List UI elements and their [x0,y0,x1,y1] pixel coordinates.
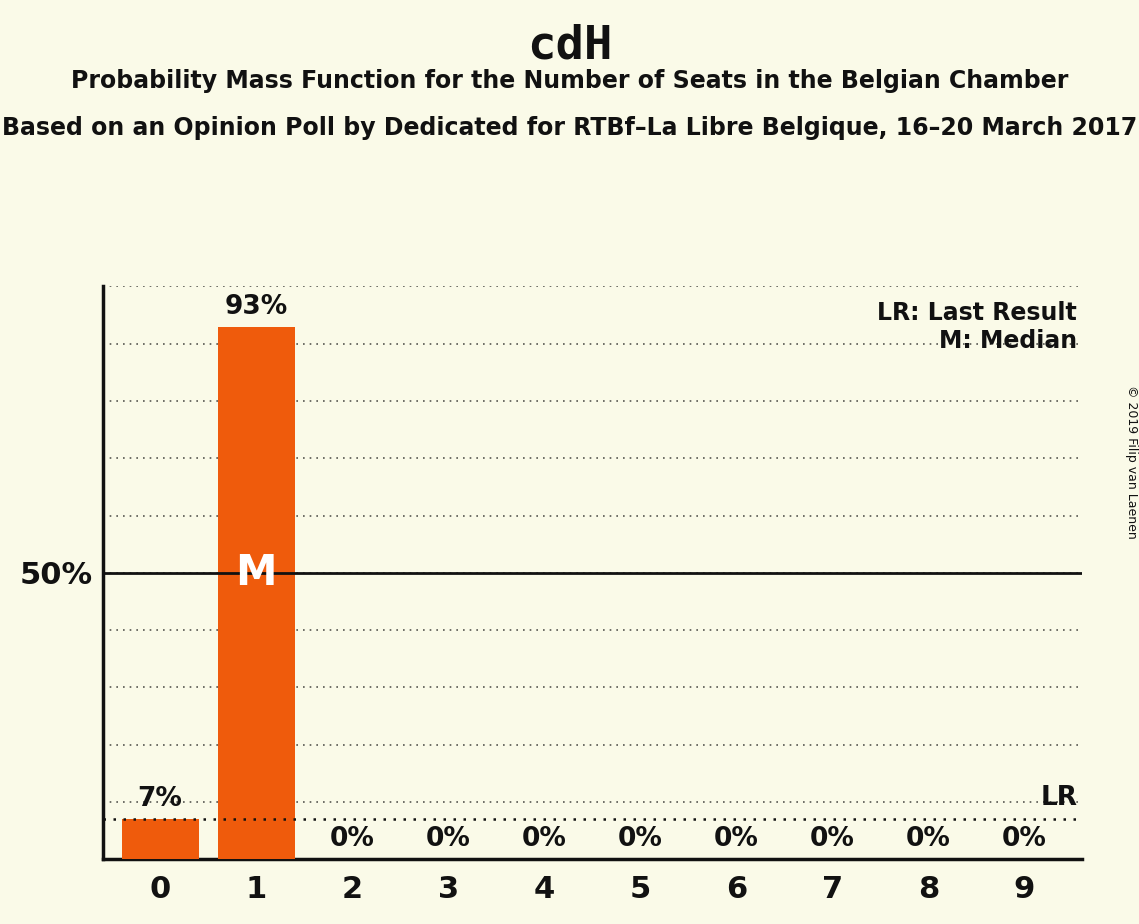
Text: 0%: 0% [906,826,951,853]
Text: 7%: 7% [138,786,182,812]
Text: cdH: cdH [526,23,613,68]
Bar [218,326,295,859]
Text: 0%: 0% [1002,826,1047,853]
Text: 0%: 0% [522,826,567,853]
Text: © 2019 Filip van Laenen: © 2019 Filip van Laenen [1124,385,1138,539]
Text: LR: Last Result: LR: Last Result [877,301,1077,324]
Text: Based on an Opinion Poll by Dedicated for RTBf–La Libre Belgique, 16–20 March 20: Based on an Opinion Poll by Dedicated fo… [2,116,1137,140]
Bar [122,820,198,859]
Text: Probability Mass Function for the Number of Seats in the Belgian Chamber: Probability Mass Function for the Number… [71,69,1068,93]
Text: 93%: 93% [224,294,288,320]
Text: LR: LR [1040,784,1077,810]
Text: 0%: 0% [617,826,663,853]
Text: M: M [236,552,277,594]
Text: 0%: 0% [810,826,854,853]
Text: M: Median: M: Median [940,330,1077,353]
Text: 0%: 0% [714,826,759,853]
Text: 0%: 0% [330,826,375,853]
Text: 0%: 0% [426,826,470,853]
